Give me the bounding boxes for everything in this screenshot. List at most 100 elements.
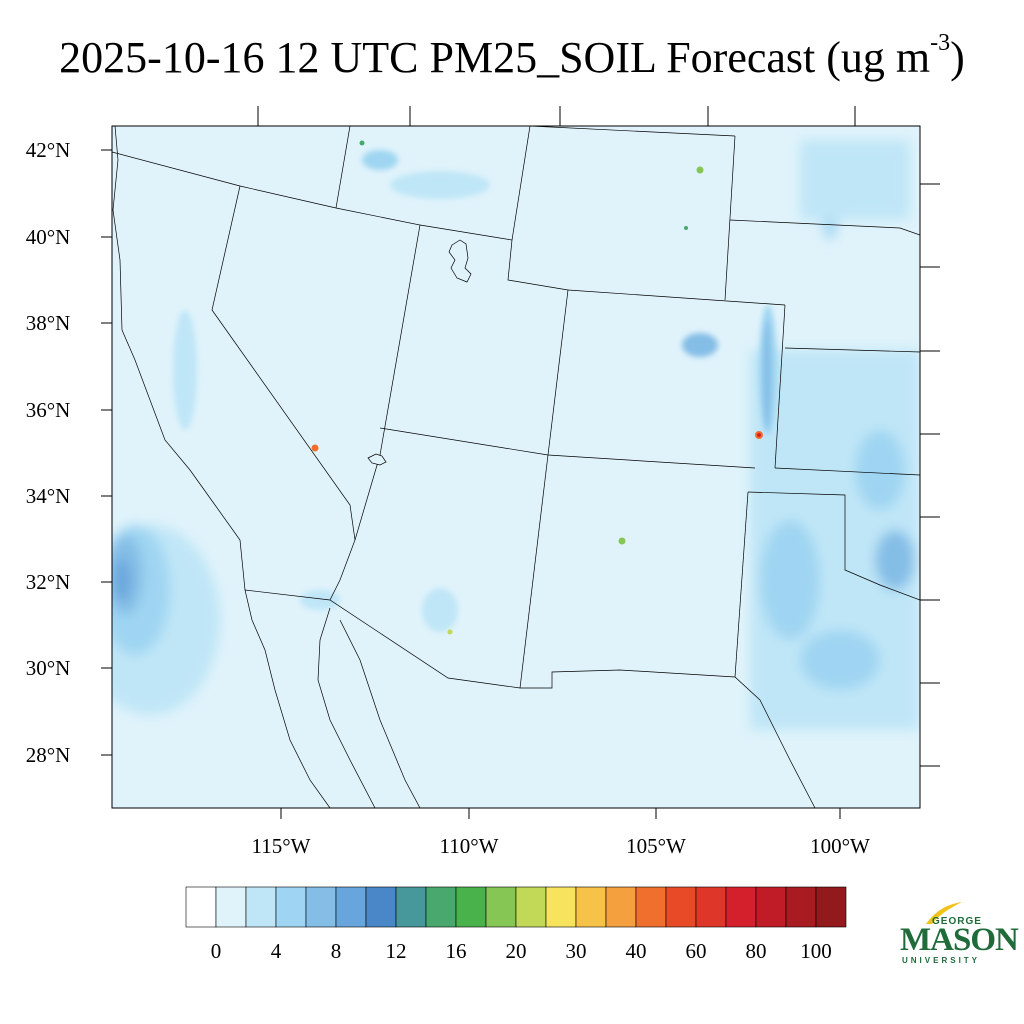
colorbar-label: 20 <box>506 939 527 963</box>
colorbar-swatch <box>725 886 757 928</box>
colorbar-swatch <box>755 886 787 928</box>
lat-label: 42°N <box>26 138 71 162</box>
plains-patch-2 <box>855 430 905 510</box>
colorado-patch <box>682 333 718 357</box>
nv-ut-border <box>335 207 421 541</box>
coastline <box>112 126 331 808</box>
colorbar-swatch <box>335 886 367 928</box>
lat-label: 28°N <box>26 743 71 767</box>
colorbar-swatch <box>425 886 457 928</box>
hotspot-arizona <box>447 629 453 635</box>
logo-top-text: GEORGE <box>932 916 982 927</box>
lon-label: 115°W <box>252 834 311 858</box>
colorbar-swatch <box>215 886 247 928</box>
sd-ne <box>729 219 920 236</box>
front-range-streak-inner <box>763 320 771 430</box>
idaho-patch-2 <box>362 150 398 170</box>
us-mexico-border <box>244 589 816 808</box>
colorbar-swatch <box>665 886 697 928</box>
hotspot-nevada <box>311 444 319 452</box>
colorbar-swatch <box>395 886 427 928</box>
logo-bottom-text: UNIVERSITY <box>902 956 981 965</box>
hotspot-wyoming <box>696 166 704 174</box>
co-north <box>567 289 786 306</box>
hotspot-colorado-core <box>757 433 761 437</box>
tx-panhandle <box>747 491 920 601</box>
lon-label: 105°W <box>626 834 686 858</box>
co-east <box>774 304 786 469</box>
mt-wy <box>529 126 736 137</box>
id-border <box>335 126 351 209</box>
longitude-labels: 115°W 110°W 105°W 100°W <box>252 834 871 858</box>
nm-tx <box>734 491 749 678</box>
lat-label: 34°N <box>26 484 71 508</box>
plains-patch-3 <box>800 630 880 690</box>
colorbar-label: 30 <box>566 939 587 963</box>
colorbar-label: 60 <box>686 939 707 963</box>
lon-label: 100°W <box>810 834 870 858</box>
lake-mead <box>367 453 387 466</box>
colorbar-label: 8 <box>331 939 342 963</box>
lon-label: 110°W <box>440 834 499 858</box>
colorbar-label: 0 <box>211 939 222 963</box>
colorbar <box>185 886 847 928</box>
wy-north <box>511 126 531 241</box>
lat-label: 40°N <box>26 225 71 249</box>
wy-east <box>724 135 736 301</box>
sonora-patch <box>300 590 340 610</box>
ca-nv-border <box>211 185 356 601</box>
colorbar-label: 16 <box>446 939 467 963</box>
central-valley <box>173 310 197 430</box>
four-corners <box>379 427 756 469</box>
plains-patch-4 <box>875 530 915 590</box>
colorbar-swatch <box>185 886 217 928</box>
colorbar-swatch <box>695 886 727 928</box>
hotspot-idaho <box>359 140 365 146</box>
dakota-band <box>800 140 910 220</box>
gmu-logo: GEORGE MASON UNIVERSITY <box>896 900 1019 970</box>
idaho-patch <box>390 171 490 199</box>
lat-label: 32°N <box>26 570 71 594</box>
colorbar-swatch <box>365 886 397 928</box>
ks-south <box>774 467 920 476</box>
colorbar-labels: 0 4 8 12 16 20 30 40 60 80 100 <box>211 939 832 963</box>
lat-label: 30°N <box>26 656 71 680</box>
colorbar-swatch <box>785 886 817 928</box>
colorbar-swatch <box>545 886 577 928</box>
hotspot-newmexico <box>618 537 626 545</box>
colorbar-swatch <box>485 886 517 928</box>
colorbar-swatch <box>455 886 487 928</box>
ne-south <box>784 347 920 353</box>
colorbar-swatch <box>815 886 847 928</box>
colorbar-swatch <box>305 886 337 928</box>
colorbar-swatch <box>575 886 607 928</box>
mexico-gulf-coast <box>339 619 421 808</box>
lat-label: 38°N <box>26 311 71 335</box>
plains-patch-1 <box>760 520 820 640</box>
great-salt-lake <box>448 239 472 283</box>
colorbar-swatch <box>245 886 277 928</box>
ut-wy-border <box>419 224 569 291</box>
boundaries <box>112 126 920 808</box>
colorbar-label: 80 <box>746 939 767 963</box>
colorbar-label: 100 <box>800 939 832 963</box>
hotspots <box>311 140 763 635</box>
ut-co-border <box>547 289 569 456</box>
lat-label: 36°N <box>26 398 71 422</box>
leaf-icon <box>926 902 962 924</box>
colorbar-swatch <box>275 886 307 928</box>
colorbar-swatch <box>605 886 637 928</box>
colorbar-label: 4 <box>271 939 282 963</box>
colorbar-swatch <box>635 886 667 928</box>
arizona-patch <box>422 588 458 632</box>
az-nm-border <box>519 454 549 689</box>
ocean-plume-core <box>114 558 130 602</box>
hotspot-wyoming-2 <box>684 226 688 230</box>
colorbar-label: 40 <box>626 939 647 963</box>
map-title: 2025-10-16 12 UTC PM25_SOIL Forecast (ug… <box>59 30 965 82</box>
logo-main-text: MASON <box>900 922 1019 958</box>
plot-frame <box>111 125 921 809</box>
latitude-labels: 42°N 40°N 38°N 36°N 34°N 32°N 30°N 28°N <box>26 138 71 767</box>
colorbar-swatch <box>515 886 547 928</box>
